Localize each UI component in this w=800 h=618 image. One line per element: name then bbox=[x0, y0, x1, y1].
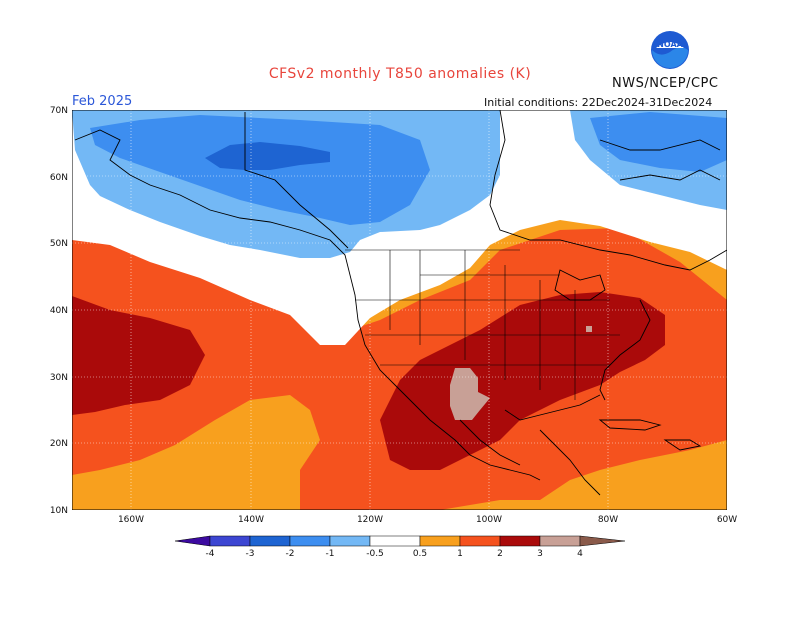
colorbar: -4 -3 -2 -1 -0.5 0.5 1 2 3 4 bbox=[174, 535, 626, 559]
lat-label: 10N bbox=[50, 506, 68, 516]
logo-text: NOAA bbox=[657, 40, 683, 49]
chart-title: CFSv2 monthly T850 anomalies (K) bbox=[268, 66, 532, 82]
lon-label: 100W bbox=[476, 515, 502, 525]
colorbar-swatch bbox=[249, 535, 291, 547]
lat-label: 30N bbox=[50, 373, 68, 383]
lon-label: 120W bbox=[357, 515, 383, 525]
coastlines bbox=[74, 110, 727, 496]
colorbar-swatch bbox=[539, 535, 581, 547]
lon-label: 160W bbox=[118, 515, 144, 525]
colorbar-label: 4 bbox=[577, 549, 583, 559]
graticule bbox=[72, 110, 727, 510]
colorbar-swatch bbox=[209, 535, 251, 547]
lon-labels: 160W 140W 120W 100W 80W 60W bbox=[118, 515, 737, 525]
colorbar-swatch bbox=[499, 535, 541, 547]
colorbar-label: -2 bbox=[286, 549, 295, 559]
colorbar-label: -4 bbox=[206, 549, 215, 559]
lat-label: 50N bbox=[50, 239, 68, 249]
colorbar-label: 1 bbox=[457, 549, 463, 559]
field-neg1-east bbox=[590, 112, 727, 172]
map-fields bbox=[72, 110, 727, 510]
colorbar-label: -0.5 bbox=[366, 549, 384, 559]
colorbar-label: 0.5 bbox=[413, 549, 427, 559]
field-neg2 bbox=[205, 142, 330, 170]
lat-label: 60N bbox=[50, 173, 68, 183]
initial-conditions: Initial conditions: 22Dec2024-31Dec2024 bbox=[484, 96, 713, 109]
state-borders bbox=[345, 249, 620, 400]
noaa-logo-icon: NOAA bbox=[650, 30, 690, 70]
lat-labels: 70N 60N 50N 40N 30N 20N 10N bbox=[50, 106, 68, 516]
lon-label: 140W bbox=[238, 515, 264, 525]
colorbar-label: -1 bbox=[326, 549, 335, 559]
colorbar-arrow-right bbox=[579, 535, 626, 547]
lat-label: 70N bbox=[50, 106, 68, 116]
colorbar-swatch bbox=[419, 535, 461, 547]
colorbar-label: 3 bbox=[537, 549, 543, 559]
lat-label: 40N bbox=[50, 306, 68, 316]
colorbar-label: 2 bbox=[497, 549, 503, 559]
lon-label: 60W bbox=[717, 515, 737, 525]
forecast-month: Feb 2025 bbox=[72, 94, 133, 109]
lat-label: 20N bbox=[50, 439, 68, 449]
field-pos3 bbox=[450, 368, 490, 420]
colorbar-swatch bbox=[459, 535, 501, 547]
colorbar-label: -3 bbox=[246, 549, 255, 559]
field-pos3-small bbox=[586, 326, 592, 332]
field-pos2-continent bbox=[380, 292, 665, 470]
colorbar-swatch bbox=[289, 535, 331, 547]
colorbar-swatch bbox=[369, 535, 421, 547]
colorbar-arrow-left bbox=[174, 535, 211, 547]
field-pos2-pacific bbox=[72, 296, 205, 415]
lon-label: 80W bbox=[598, 515, 618, 525]
colorbar-swatch bbox=[329, 535, 371, 547]
org-label: NWS/NCEP/CPC bbox=[612, 76, 719, 91]
